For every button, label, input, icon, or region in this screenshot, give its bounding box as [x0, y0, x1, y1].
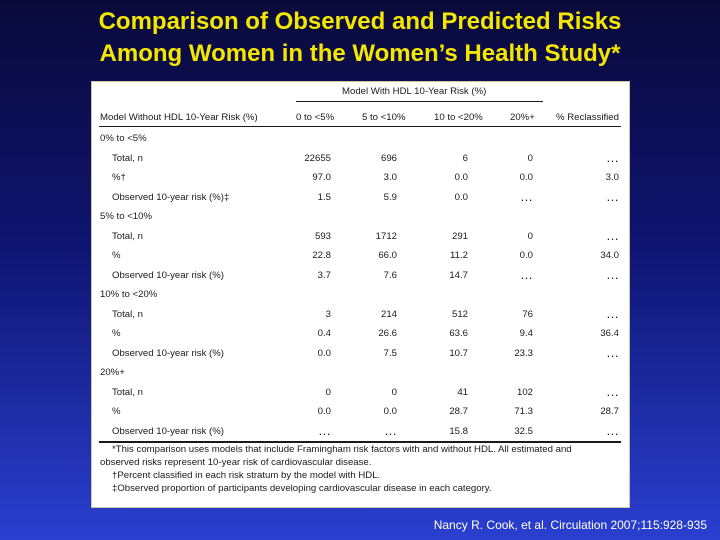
- header-col-3: 10 to <20%: [434, 112, 483, 123]
- table-cell: 34.0: [600, 250, 619, 261]
- footnote: †Percent classified in each risk stratum…: [112, 470, 381, 481]
- title-line-1: Comparison of Observed and Predicted Ris…: [98, 8, 622, 35]
- row-label: Total, n: [112, 308, 143, 320]
- table-cell: …: [384, 422, 397, 438]
- group-label: 10% to <20%: [100, 289, 158, 300]
- table-cell: …: [606, 266, 619, 282]
- group-label: 5% to <10%: [100, 211, 153, 222]
- column-spanner: Model With HDL 10-Year Risk (%): [342, 86, 487, 97]
- row-label: Total, n: [112, 230, 143, 242]
- table-cell: 0.0: [317, 347, 331, 359]
- table-cell: 3: [325, 308, 331, 320]
- table-cell: 214: [380, 308, 397, 320]
- table-cell: 0.0: [383, 406, 397, 417]
- table-cell: 0: [325, 386, 331, 398]
- table-cell: 0: [527, 230, 533, 242]
- table-cell: 41: [457, 386, 468, 398]
- table-cell: …: [606, 188, 619, 204]
- table-cell: 15.8: [449, 425, 468, 437]
- table-cell: 71.3: [514, 406, 533, 417]
- table-cell: 1.5: [317, 191, 331, 203]
- footnote: *This comparison uses models that includ…: [112, 444, 572, 455]
- table-cell: 14.7: [449, 269, 468, 281]
- row-label: Observed 10-year risk (%): [112, 425, 224, 437]
- table-cell: …: [606, 227, 619, 243]
- row-label: %: [112, 328, 121, 339]
- footnote: ‡Observed proportion of participants dev…: [112, 483, 492, 494]
- table-cell: 5.9: [383, 191, 397, 203]
- slide-title: Comparison of Observed and Predicted Ris…: [0, 6, 720, 70]
- citation: Nancy R. Cook, et al. Circulation 2007;1…: [433, 518, 707, 532]
- title-line-2: Among Women in the Women’s Health Study*: [99, 40, 621, 67]
- table-cell: …: [606, 344, 619, 360]
- table-cell: 36.4: [600, 328, 619, 339]
- table-cell: 11.2: [450, 250, 468, 261]
- table-cell: 28.7: [600, 406, 619, 417]
- row-label: Total, n: [112, 152, 143, 164]
- table-cell: 291: [451, 230, 468, 242]
- row-label: %: [112, 250, 121, 261]
- table-cell: …: [520, 266, 533, 282]
- table-cell: 0: [527, 152, 533, 164]
- table-cell: …: [606, 383, 619, 399]
- header-col-5: % Reclassified: [556, 112, 619, 123]
- row-label: %†: [112, 172, 126, 183]
- table-cell: 22655: [304, 152, 331, 164]
- table-cell: 76: [522, 308, 533, 320]
- table-cell: 102: [516, 386, 533, 398]
- table-cell: 10.7: [449, 347, 468, 359]
- table-cell: 3.0: [383, 172, 397, 183]
- table-cell: 0: [391, 386, 397, 398]
- table-cell: 22.8: [312, 250, 331, 261]
- table-cell: 0.0: [519, 172, 533, 183]
- table-cell: …: [318, 422, 331, 438]
- table-cell: 1712: [375, 230, 397, 242]
- table-cell: …: [606, 305, 619, 321]
- row-label: Observed 10-year risk (%): [112, 347, 224, 359]
- group-label: 0% to <5%: [100, 133, 147, 144]
- table-cell: 593: [314, 230, 331, 242]
- table-cell: 63.6: [449, 328, 468, 339]
- table-cell: 28.7: [449, 406, 468, 417]
- table-cell: 97.0: [312, 172, 331, 183]
- table-cell: 26.6: [378, 328, 397, 339]
- table-cell: 0.0: [317, 406, 331, 417]
- table-cell: …: [520, 188, 533, 204]
- table-cell: 0.0: [454, 172, 468, 183]
- table-cell: 0.0: [519, 250, 533, 261]
- table-cell: 512: [451, 308, 468, 320]
- table-cell: …: [606, 422, 619, 438]
- table-cell: 23.3: [514, 347, 533, 359]
- header-col-2: 5 to <10%: [362, 112, 406, 123]
- table-cell: …: [606, 149, 619, 165]
- table-panel: Model With HDL 10-Year Risk (%) Model Wi…: [91, 81, 630, 508]
- row-label: %: [112, 406, 121, 417]
- table-cell: 6: [462, 152, 468, 164]
- row-label: Total, n: [112, 386, 143, 398]
- row-label: Observed 10-year risk (%)‡: [112, 191, 230, 203]
- table-cell: 3.0: [605, 172, 619, 183]
- reclassification-table: Model With HDL 10-Year Risk (%) Model Wi…: [99, 82, 621, 507]
- table-cell: 3.7: [317, 269, 331, 281]
- header-col-1: 0 to <5%: [296, 112, 335, 123]
- table-cell: 9.4: [519, 328, 533, 339]
- group-label: 20%+: [100, 367, 125, 378]
- header-col-4: 20%+: [510, 112, 535, 123]
- row-label: Observed 10-year risk (%): [112, 269, 224, 281]
- table-cell: 696: [380, 152, 397, 164]
- header-row-label: Model Without HDL 10-Year Risk (%): [100, 112, 258, 123]
- table-cell: 32.5: [514, 425, 533, 437]
- table-cell: 66.0: [378, 250, 397, 261]
- table-cell: 0.4: [317, 328, 331, 339]
- table-cell: 7.6: [383, 269, 397, 281]
- table-cell: 7.5: [383, 347, 397, 359]
- footnote: observed risks represent 10-year risk of…: [100, 457, 372, 468]
- table-cell: 0.0: [454, 191, 468, 203]
